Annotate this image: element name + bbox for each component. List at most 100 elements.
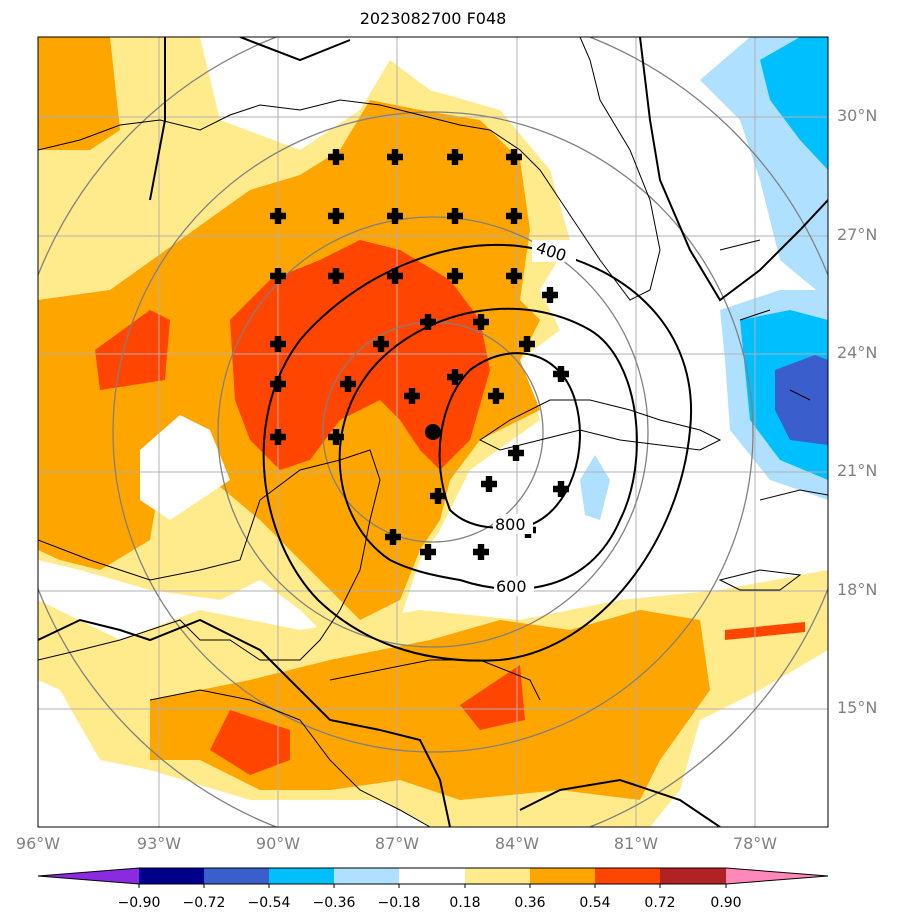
border-nicaragua [519,778,721,827]
colorbar-segment-9 [660,868,726,884]
field-red-caribbean [725,622,805,640]
cross-marker [270,376,286,392]
cross-marker [373,336,389,352]
field-royalblue-e [775,355,828,445]
cross-marker [270,429,286,445]
cross-marker [270,268,286,284]
coast-hispaniola [759,489,828,501]
lat-label-30: 30°N [837,106,878,125]
colorbar-segment-6 [465,868,530,884]
colorbar-label: −0.90 [117,895,161,911]
contour-label-600-bg [494,576,534,596]
contour-label-400-bg [532,240,576,262]
lon-label-78: 78°W [732,834,778,853]
cross-marker [447,268,463,284]
cross-marker [519,336,535,352]
cross-marker [447,208,463,224]
cross-marker [506,149,522,165]
colorbar-label: −0.18 [377,895,421,911]
contour-label-800-bg [493,514,533,534]
range-ring-2 [217,216,649,648]
contour-600 [338,307,638,591]
field-red-honduras [460,665,525,730]
lat-label-18: 18°N [837,580,878,599]
cross-marker [508,445,524,461]
lat-label-27: 27°N [837,225,878,244]
cross-marker [420,314,436,330]
cross-marker [385,529,401,545]
map-frame [37,36,829,828]
colorbar-extend-low [38,868,139,884]
colorbar-segment-1 [139,868,204,884]
contour-label-600: 600 [496,577,527,596]
colorbar-label: 0.36 [514,895,546,911]
lat-label-21: 21°N [837,461,878,480]
field-white-gulf [140,415,230,520]
border-mexico [38,618,301,691]
cross-marker [387,149,403,165]
cross-marker [270,336,286,352]
cross-marker [481,476,497,492]
border-north [239,37,351,62]
field-red-south [210,710,290,775]
cross-marker [488,388,504,404]
colorbar [37,867,829,888]
cross-marker [430,488,446,504]
field-red-core [230,240,490,470]
range-ring-3 [112,111,754,753]
cross-marker [270,208,286,224]
cross-marker [328,429,344,445]
colorbar-segment-4 [334,868,399,884]
lat-label-15: 15°N [837,698,878,717]
cross-marker [473,314,489,330]
lat-label-24: 24°N [837,343,878,362]
cross-marker [542,287,558,303]
colorbar-segment-8 [595,868,660,884]
figure-title: 2023082700 F048 [359,9,507,28]
lon-label-81: 81°W [613,834,659,853]
cross-marker [506,268,522,284]
borders [38,37,828,827]
cross-marker [328,208,344,224]
coast-mexico-yucatan [38,449,381,661]
border-guatemala [299,689,451,827]
lon-label-93: 93°W [136,834,182,853]
cross-marker [387,208,403,224]
lon-label-96: 96°W [15,834,61,853]
colorbar-segment-3 [269,868,334,884]
coast-gulf-north [38,37,661,301]
storm-center-marker [425,424,441,440]
cross-marker [506,208,522,224]
border-florida [639,37,828,302]
cross-marker [447,149,463,165]
coast-jamaica [718,569,802,591]
cross-marker [404,388,420,404]
colorbar-segment-7 [530,868,595,884]
cross-marker [420,544,436,560]
colorbar-label: 0.72 [644,895,676,911]
cross-marker [328,268,344,284]
cross-markers [270,149,569,560]
cross-marker [340,376,356,392]
colorbar-label: 0.18 [449,895,481,911]
colorbar-segment-5 [399,868,465,884]
field-orange-north [38,37,120,150]
cross-marker [387,268,403,284]
colorbar-label: −0.72 [182,895,226,911]
contour-label-800: 800 [495,515,526,534]
coast-cuba [479,399,722,451]
cross-marker [328,149,344,165]
colorbar-label: 0.54 [579,895,611,911]
cross-marker [447,369,463,385]
field-red-west [95,310,170,390]
field-lightblue-small [580,455,610,520]
lon-label-84: 84°W [494,834,540,853]
colorbar-extend-high [726,868,828,884]
lon-label-87: 87°W [374,834,420,853]
colorbar-label: −0.54 [247,895,291,911]
coast-bahamas [719,239,811,401]
colorbar-label: 0.90 [710,895,742,911]
colorbar-segment-2 [204,868,269,884]
border-texas [149,37,166,201]
